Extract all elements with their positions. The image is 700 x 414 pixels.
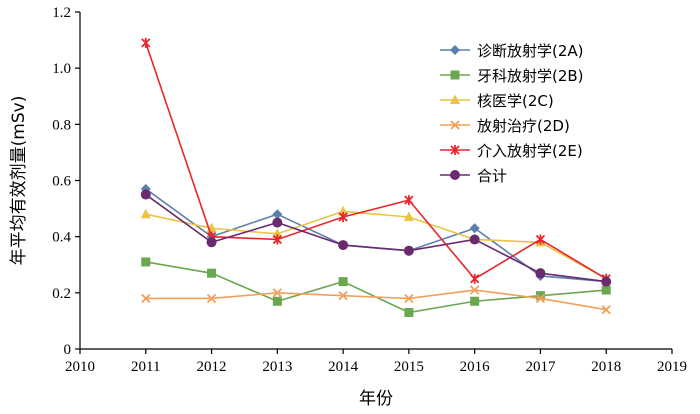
y-tick-label: 0 bbox=[64, 342, 72, 358]
legend-marker bbox=[450, 120, 460, 130]
legend-item: 牙科放射学(2B) bbox=[440, 67, 584, 85]
data-point bbox=[141, 293, 151, 304]
x-tick-label: 2016 bbox=[460, 359, 491, 375]
data-point bbox=[470, 296, 480, 306]
legend-label: 放射治疗(2D) bbox=[477, 117, 570, 135]
legend-marker bbox=[450, 94, 460, 104]
x-tick-label: 2017 bbox=[525, 359, 556, 375]
legend-item: 合计 bbox=[440, 167, 507, 185]
x-axis-title: 年份 bbox=[359, 389, 393, 409]
data-point bbox=[272, 296, 282, 306]
data-point bbox=[470, 285, 480, 295]
data-point bbox=[338, 277, 348, 287]
legend-item: 核医学(2C) bbox=[440, 92, 554, 110]
series-6 bbox=[140, 189, 612, 287]
y-tick-label: 1.2 bbox=[52, 5, 71, 21]
legend-marker bbox=[450, 70, 460, 80]
axes: 0 0.2 0.4 0.6 0.8 1.0 1.2 2010 2011 2012 2013 2014 2… bbox=[52, 5, 687, 375]
series-layer bbox=[140, 37, 612, 317]
x-tick-label: 2012 bbox=[197, 359, 227, 375]
data-point bbox=[272, 228, 283, 238]
data-point bbox=[404, 195, 414, 206]
series-line bbox=[145, 289, 607, 311]
y-tick-label: 0.4 bbox=[52, 230, 71, 246]
data-point bbox=[469, 223, 480, 234]
y-tick-label: 1.0 bbox=[52, 61, 71, 77]
data-point bbox=[404, 293, 414, 304]
legend-label: 合计 bbox=[477, 167, 507, 185]
y-axis-title: 年平均有效剂量(mSv) bbox=[9, 96, 29, 266]
data-point bbox=[535, 293, 546, 304]
data-point bbox=[535, 291, 545, 301]
legend-marker bbox=[450, 45, 460, 55]
legend-marker bbox=[450, 145, 460, 155]
x-tick-label: 2013 bbox=[262, 359, 292, 375]
data-point bbox=[206, 237, 217, 248]
data-point bbox=[601, 276, 612, 287]
data-point bbox=[338, 212, 348, 223]
data-point bbox=[338, 205, 349, 216]
data-point bbox=[601, 305, 611, 315]
data-point bbox=[272, 234, 282, 245]
data-point bbox=[272, 288, 282, 298]
y-tick-label: 0.8 bbox=[52, 117, 71, 133]
data-point bbox=[338, 291, 348, 301]
legend-item: 放射治疗(2D) bbox=[440, 117, 570, 135]
data-point bbox=[272, 217, 283, 228]
data-point bbox=[206, 293, 217, 304]
data-point bbox=[601, 285, 611, 295]
data-point bbox=[141, 257, 151, 267]
data-point bbox=[141, 37, 151, 48]
x-tick-label: 2015 bbox=[394, 359, 424, 375]
legend: 诊断放射学(2A) 牙科放射学(2B) 核医学(2C) 放射治疗(2D) 介入放射学(2… bbox=[440, 42, 584, 185]
x-tick-label: 2014 bbox=[328, 359, 359, 375]
x-tick-label: 2010 bbox=[65, 359, 95, 375]
data-point bbox=[207, 268, 217, 278]
legend-label: 核医学(2C) bbox=[477, 92, 554, 110]
data-point bbox=[403, 211, 414, 222]
data-point bbox=[272, 209, 283, 220]
y-tick-label: 0.6 bbox=[52, 174, 71, 190]
x-tick-label: 2011 bbox=[131, 359, 160, 375]
data-point bbox=[338, 240, 349, 251]
legend-label: 牙科放射学(2B) bbox=[477, 67, 584, 85]
data-point bbox=[535, 234, 546, 245]
series-4 bbox=[141, 285, 611, 315]
series-line bbox=[145, 210, 607, 280]
legend-marker bbox=[450, 170, 460, 180]
series-line bbox=[145, 193, 607, 283]
x-tick-label: 2019 bbox=[657, 359, 687, 375]
series-line bbox=[145, 42, 607, 280]
legend-label: 介入放射学(2E) bbox=[477, 142, 583, 160]
y-tick-label: 0.2 bbox=[52, 286, 71, 302]
data-point bbox=[140, 189, 151, 200]
data-point bbox=[535, 268, 546, 279]
data-point bbox=[469, 234, 480, 245]
legend-label: 诊断放射学(2A) bbox=[477, 42, 584, 60]
data-point bbox=[403, 245, 414, 256]
legend-item: 诊断放射学(2A) bbox=[440, 42, 584, 60]
legend-item: 介入放射学(2E) bbox=[440, 142, 583, 160]
data-point bbox=[140, 208, 151, 219]
x-tick-label: 2018 bbox=[591, 359, 621, 375]
data-point bbox=[470, 273, 480, 284]
data-point bbox=[404, 307, 414, 317]
series-2 bbox=[141, 257, 611, 317]
